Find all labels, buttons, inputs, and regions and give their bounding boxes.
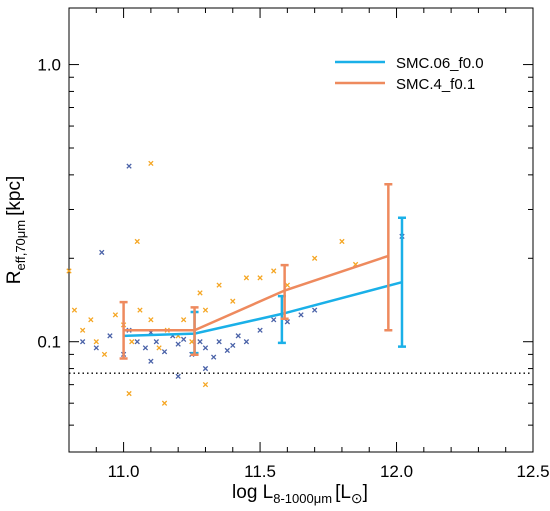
scatter-point [153, 339, 160, 345]
scatter-point [175, 341, 181, 347]
scatter-point [148, 317, 154, 323]
scatter-point [129, 339, 135, 345]
scatter-point [134, 238, 140, 245]
scatter-point [66, 268, 72, 274]
scatter-point [216, 339, 222, 345]
scatter-point [112, 312, 119, 318]
y-axis-label: Reff,70μm[kpc] [4, 176, 28, 284]
error-bar [119, 300, 128, 360]
legend-label: SMC.4_f0.1 [396, 76, 475, 93]
scatter-point [216, 282, 222, 288]
scatter-point [202, 381, 209, 388]
scatter-point [161, 349, 168, 355]
scatter-point [271, 317, 277, 323]
scatter-point [148, 160, 154, 167]
scatter-point [284, 282, 291, 288]
scatter-point [107, 333, 113, 339]
error-bar [190, 306, 199, 357]
scatter-point [284, 319, 291, 325]
scatter-point [180, 336, 187, 342]
scatter-point [175, 373, 181, 379]
scatter-point [230, 342, 236, 349]
error-bar [280, 263, 289, 321]
scatter-point [79, 339, 86, 345]
y-tick-label: 0.1 [37, 333, 61, 352]
series-line [123, 280, 403, 338]
series-line [123, 254, 389, 332]
scatter-point [156, 345, 162, 351]
scatter-point [202, 365, 209, 372]
scatter-point [79, 327, 86, 333]
scatter-point [210, 354, 217, 360]
scatter-point [202, 307, 209, 313]
scatter-point [161, 400, 168, 406]
scatter-point [142, 345, 149, 351]
scatter-point [88, 317, 94, 323]
scatter-point [93, 339, 99, 345]
scatter-point [189, 339, 195, 345]
x-tick-label: 12.5 [516, 462, 549, 481]
scatter-point [243, 275, 250, 281]
scatter-point [202, 345, 209, 351]
scatter-point [197, 339, 203, 345]
scatter-point [230, 298, 236, 304]
scatter-point [224, 347, 230, 354]
scatter-point [148, 358, 154, 364]
scatter-point [243, 339, 250, 345]
scatter-point [197, 290, 203, 296]
y-tick-label: 1.0 [37, 56, 61, 75]
x-axis-label: log L8-1000μm [L⊙] [232, 482, 368, 506]
scatter-point [339, 238, 345, 245]
scatter-point [311, 307, 318, 313]
error-bar [397, 216, 406, 348]
plot-frame [68, 7, 534, 453]
x-tick-label: 11.5 [244, 462, 276, 481]
scatter-point [99, 249, 105, 256]
x-tick-label: 12.0 [380, 462, 413, 481]
scatter-point [134, 339, 140, 345]
scatter-point [71, 307, 78, 313]
scatter-point [257, 275, 263, 281]
scatter-point [235, 333, 241, 339]
scatter-point [271, 268, 277, 274]
x-tick-label: 11.0 [108, 462, 140, 481]
scatter-point [298, 312, 304, 318]
scatter-point [257, 327, 263, 333]
scatter-point [126, 390, 132, 397]
scatter-point [311, 255, 318, 261]
scatter-point [180, 317, 187, 323]
error-bar [384, 182, 393, 332]
scatter-point [93, 345, 99, 351]
legend-label: SMC.06_f0.0 [396, 55, 484, 72]
scatter-point [101, 351, 108, 358]
scatter-point [137, 307, 143, 313]
scatter-point [126, 163, 132, 169]
